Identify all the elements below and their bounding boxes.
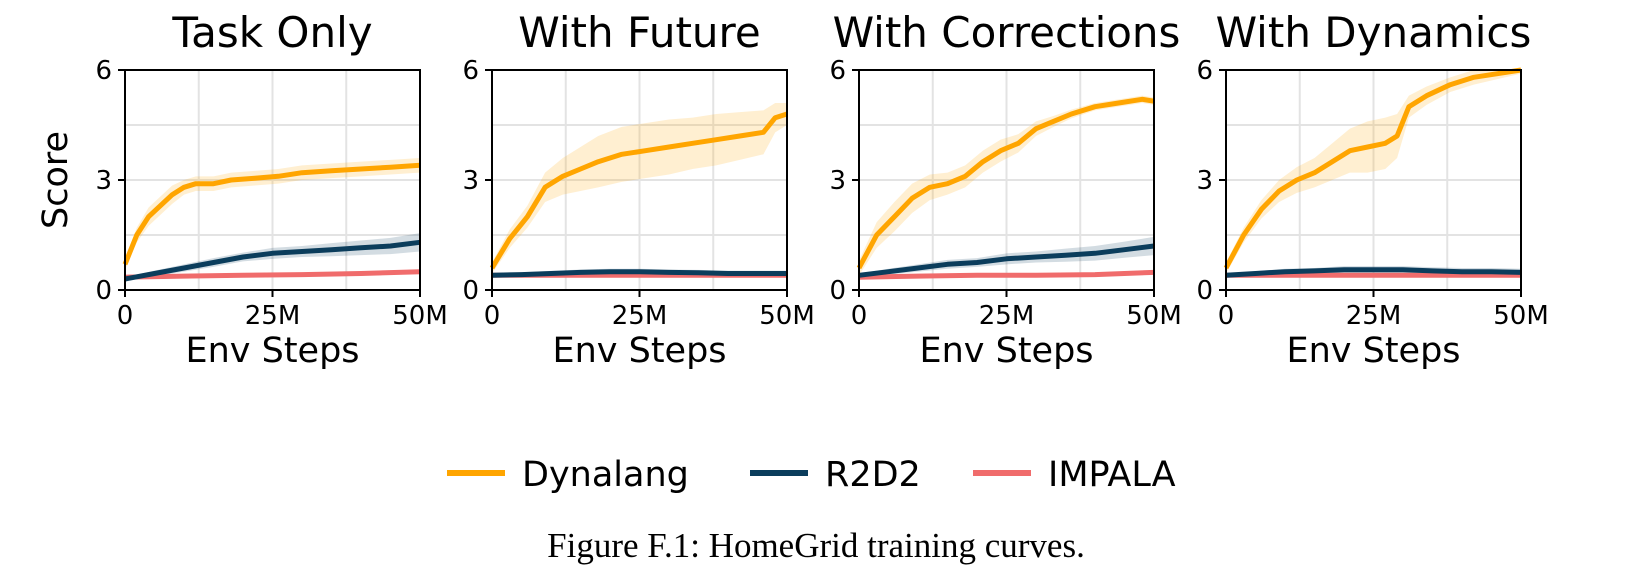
y-tick-label: 3 (1196, 166, 1213, 196)
chart-panel-2: 0 25M 50M 0 3 6 With Future Env Steps (462, 8, 814, 371)
legend: Dynalang R2D2 IMPALA (447, 455, 1176, 495)
x-tick-label: 25M (612, 301, 668, 331)
x-tick-label: 0 (1218, 301, 1235, 331)
y-tick-label: 3 (95, 166, 112, 196)
legend-label-dynalang: Dynalang (522, 455, 689, 495)
chart-title: Task Only (171, 8, 372, 57)
band-dynalang (492, 103, 787, 274)
y-tick-label: 3 (462, 166, 479, 196)
line-impala (124, 269, 421, 280)
legend-label-impala: IMPALA (1048, 455, 1176, 495)
y-tick-label: 6 (829, 56, 846, 86)
line-r2d2 (124, 239, 421, 282)
x-tick-label: 50M (1126, 301, 1182, 331)
line-dynalang (122, 162, 421, 266)
x-axis-label: Env Steps (919, 331, 1093, 371)
chart-panel-1: 0 25M 50M 0 3 6 Task Only Env Steps Score (36, 8, 448, 371)
y-tick-label: 0 (1196, 276, 1213, 306)
x-tick-label: 25M (979, 301, 1035, 331)
y-tick-label: 6 (1196, 56, 1213, 86)
line-r2d2 (491, 269, 787, 278)
chart-title: With Corrections (833, 8, 1181, 57)
x-axis-label: Env Steps (1286, 331, 1460, 371)
legend-label-r2d2: R2D2 (825, 455, 921, 495)
y-tick-label: 0 (462, 276, 479, 306)
x-tick-label: 25M (1346, 301, 1402, 331)
training-curves-figure: 0 25M 50M 0 3 6 Task Only Env Steps Score 0 25M 50M… (36, 8, 1549, 495)
figure-caption: Figure F.1: HomeGrid training curves. (547, 526, 1085, 565)
y-axis-label: Score (36, 131, 76, 229)
line-r2d2 (858, 243, 1155, 278)
y-tick-label: 0 (829, 276, 846, 306)
chart-title: With Dynamics (1216, 8, 1532, 57)
x-axis-label: Env Steps (185, 331, 359, 371)
line-dynalang (489, 111, 788, 270)
x-tick-label: 50M (759, 301, 815, 331)
line-dynalang (856, 96, 1155, 270)
band-dynalang (859, 95, 1154, 276)
y-tick-label: 0 (95, 276, 112, 306)
y-tick-label: 6 (95, 56, 112, 86)
x-tick-label: 50M (1493, 301, 1549, 331)
y-tick-label: 3 (829, 166, 846, 196)
x-tick-label: 0 (851, 301, 868, 331)
x-axis-label: Env Steps (552, 331, 726, 371)
x-tick-label: 0 (117, 301, 134, 331)
x-tick-label: 25M (245, 301, 301, 331)
line-r2d2 (1225, 267, 1522, 278)
line-dynalang (1223, 67, 1522, 270)
x-tick-label: 0 (484, 301, 501, 331)
x-tick-label: 50M (392, 301, 448, 331)
band-r2d2 (125, 233, 420, 281)
chart-title: With Future (518, 8, 760, 57)
y-tick-label: 6 (462, 56, 479, 86)
line-impala (858, 269, 1155, 280)
